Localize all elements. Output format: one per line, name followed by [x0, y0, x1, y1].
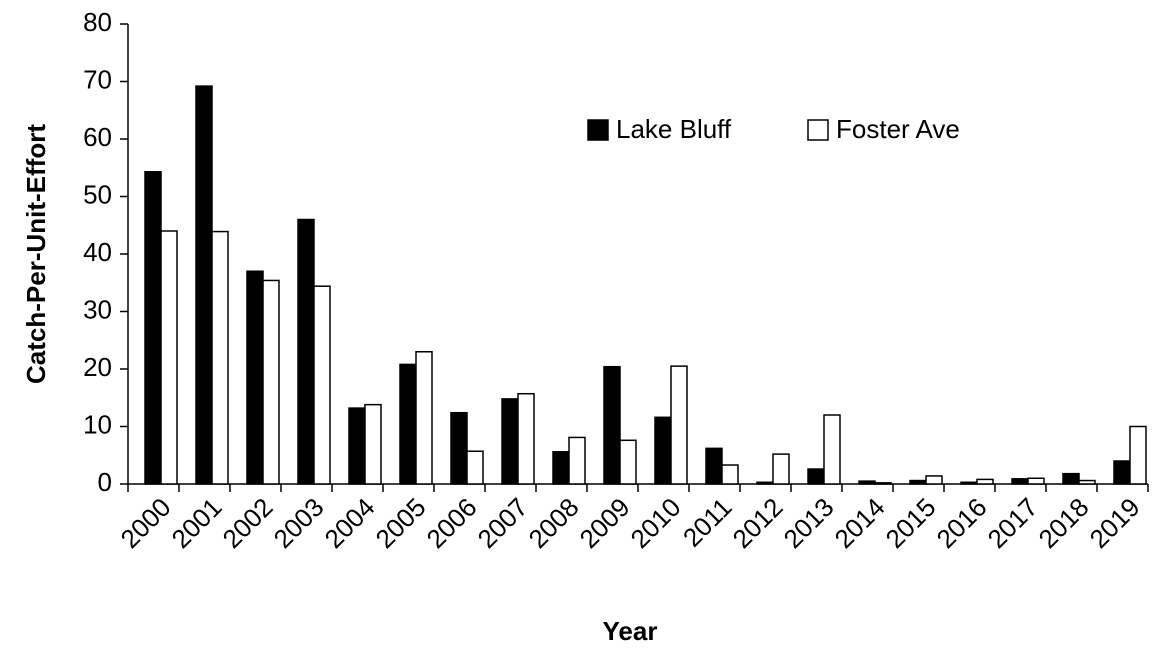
y-tick-label: 60	[83, 122, 112, 152]
bar	[144, 171, 162, 485]
bar	[1062, 472, 1080, 485]
y-tick-label: 30	[83, 294, 112, 324]
bar	[1129, 425, 1147, 485]
x-tick-label: 2000	[114, 492, 176, 554]
bar	[450, 411, 468, 485]
bar	[211, 230, 229, 485]
x-tick-label: 2011	[677, 492, 738, 553]
y-tick-label: 50	[83, 179, 112, 209]
x-tick-label: 2015	[879, 492, 941, 554]
legend-label: Foster Ave	[836, 114, 960, 144]
x-tick-label: 2004	[318, 492, 380, 554]
bar	[399, 363, 417, 485]
x-tick-label: 2019	[1083, 492, 1145, 554]
bar	[654, 416, 672, 485]
bar	[568, 436, 586, 485]
x-tick-label: 2018	[1032, 492, 1094, 554]
bar	[925, 475, 943, 485]
y-tick-label: 70	[83, 64, 112, 94]
bar	[466, 450, 484, 485]
x-tick-label: 2017	[981, 492, 1043, 554]
x-tick-label: 2005	[369, 492, 431, 554]
bar	[976, 478, 994, 485]
bar	[619, 439, 637, 485]
bar	[1113, 460, 1131, 485]
bar	[552, 451, 570, 485]
bar	[501, 398, 519, 485]
x-tick-label: 2014	[828, 492, 890, 554]
x-tick-label: 2012	[726, 492, 788, 554]
y-tick-label: 20	[83, 352, 112, 382]
x-tick-label: 2001	[165, 492, 227, 554]
bar	[348, 407, 366, 485]
x-axis-title: Year	[603, 616, 658, 646]
bar	[670, 365, 688, 485]
legend-label: Lake Bluff	[616, 114, 732, 144]
legend-swatch	[587, 119, 609, 141]
bar	[756, 481, 774, 485]
legend-swatch	[807, 119, 829, 141]
bar	[262, 279, 280, 485]
bar	[807, 468, 825, 485]
y-tick-label: 40	[83, 237, 112, 267]
bar	[960, 481, 978, 485]
bar	[603, 365, 621, 485]
bar	[1027, 477, 1045, 485]
y-tick-label: 10	[83, 409, 112, 439]
bar	[858, 480, 876, 485]
bar	[1078, 479, 1096, 485]
bar	[823, 414, 841, 485]
bar	[1011, 478, 1029, 485]
y-axis-title: Catch-Per-Unit-Effort	[21, 124, 51, 384]
x-tick-label: 2008	[522, 492, 584, 554]
x-tick-label: 2003	[267, 492, 329, 554]
bar	[246, 270, 264, 485]
bar	[772, 453, 790, 485]
x-tick-label: 2002	[216, 492, 278, 554]
x-tick-label: 2013	[777, 492, 839, 554]
bar	[195, 85, 213, 485]
bar	[721, 464, 739, 485]
bar	[297, 218, 315, 485]
y-tick-label: 0	[98, 467, 112, 497]
x-tick-label: 2009	[573, 492, 635, 554]
bar	[313, 285, 331, 485]
bar	[909, 479, 927, 485]
bar	[364, 403, 382, 485]
x-tick-label: 2007	[471, 492, 533, 554]
x-tick-label: 2016	[930, 492, 992, 554]
bar	[874, 482, 892, 485]
x-tick-label: 2010	[624, 492, 686, 554]
bar	[415, 351, 433, 485]
bar	[517, 392, 535, 485]
x-tick-label: 2006	[420, 492, 482, 554]
y-tick-label: 80	[83, 7, 112, 37]
bar	[160, 230, 178, 485]
bar	[705, 447, 723, 485]
